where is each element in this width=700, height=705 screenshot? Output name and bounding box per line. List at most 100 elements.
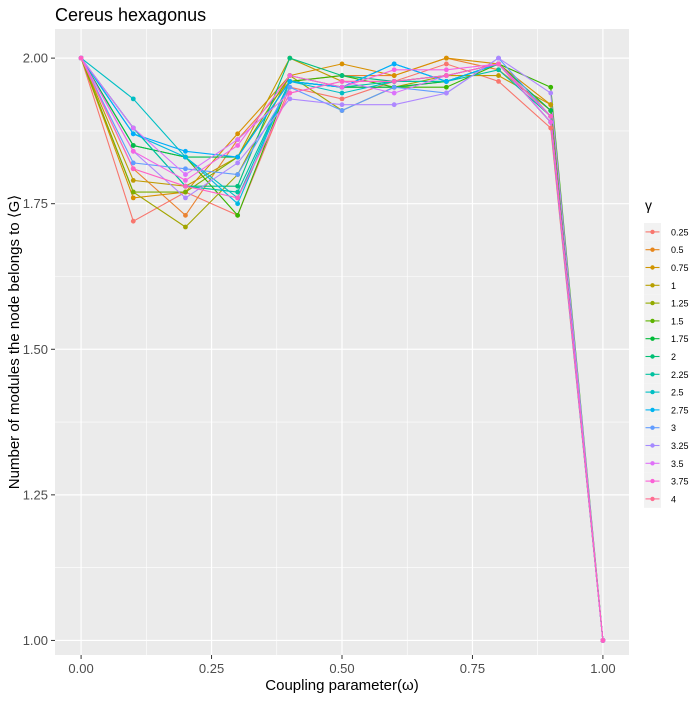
data-point bbox=[391, 61, 397, 67]
data-point bbox=[496, 73, 501, 78]
x-tick-label: 0.50 bbox=[329, 661, 354, 676]
legend-label: 2 bbox=[671, 352, 676, 362]
x-tick-label: 0.75 bbox=[460, 661, 485, 676]
legend-key-point bbox=[650, 372, 655, 377]
data-point bbox=[496, 55, 501, 61]
legend-label: 1.25 bbox=[671, 299, 689, 309]
data-point bbox=[391, 67, 397, 73]
data-point bbox=[548, 125, 554, 131]
data-point bbox=[391, 102, 397, 108]
data-point bbox=[443, 67, 449, 73]
data-point bbox=[287, 79, 293, 84]
data-point bbox=[443, 84, 449, 90]
data-point bbox=[183, 178, 188, 183]
data-point bbox=[443, 55, 449, 61]
data-point bbox=[391, 84, 397, 90]
data-point bbox=[496, 67, 501, 73]
data-point bbox=[183, 148, 188, 154]
legend-label: 3.25 bbox=[671, 441, 689, 451]
data-point bbox=[443, 79, 449, 84]
chart-title: Cereus hexagonus bbox=[55, 5, 206, 25]
data-point bbox=[130, 189, 136, 195]
data-point bbox=[130, 218, 136, 224]
data-point bbox=[235, 195, 241, 201]
data-point bbox=[391, 79, 397, 84]
y-tick-label: 1.75 bbox=[23, 196, 48, 211]
legend-key-point bbox=[650, 229, 655, 235]
legend-label: 0.5 bbox=[671, 245, 684, 255]
legend-label: 1.5 bbox=[671, 316, 684, 326]
data-point bbox=[339, 108, 345, 113]
legend-label: 1 bbox=[671, 281, 676, 291]
data-point bbox=[548, 113, 554, 119]
legend-key-point bbox=[650, 318, 655, 324]
data-point bbox=[130, 125, 136, 131]
legend-key-point bbox=[650, 496, 655, 502]
legend-label: 1.75 bbox=[671, 334, 689, 344]
data-point bbox=[130, 195, 136, 201]
legend-key-point bbox=[650, 247, 655, 252]
legend-title: γ bbox=[645, 197, 652, 213]
x-tick-label: 0.25 bbox=[199, 661, 224, 676]
legend-key-point bbox=[650, 443, 655, 448]
data-point bbox=[391, 73, 397, 78]
data-point bbox=[287, 90, 293, 96]
data-point bbox=[183, 212, 188, 218]
x-axis: 0.00 0.25 0.50 0.75 1.00 bbox=[68, 655, 616, 676]
legend-key-point bbox=[650, 283, 655, 288]
data-point bbox=[183, 172, 188, 177]
legend-key-point bbox=[650, 478, 655, 484]
legend-label: 2.75 bbox=[671, 405, 689, 415]
data-point bbox=[287, 55, 293, 61]
data-point bbox=[339, 73, 345, 78]
legend-key-point bbox=[650, 389, 655, 395]
data-point bbox=[496, 61, 501, 67]
x-tick-label: 0.00 bbox=[68, 661, 93, 676]
legend-label: 3.5 bbox=[671, 459, 684, 469]
y-axis: 1.00 1.25 1.50 1.75 2.00 bbox=[23, 51, 55, 648]
data-point bbox=[443, 90, 449, 96]
legend-key-point bbox=[650, 336, 655, 341]
data-point bbox=[548, 108, 554, 113]
legend-key-point bbox=[650, 407, 655, 413]
data-point bbox=[235, 137, 241, 143]
x-tick-label: 1.00 bbox=[590, 661, 615, 676]
data-point bbox=[548, 84, 554, 90]
legend-label: 4 bbox=[671, 494, 676, 504]
legend-label: 3 bbox=[671, 423, 676, 433]
data-point bbox=[548, 119, 554, 125]
data-point bbox=[548, 102, 554, 108]
data-point bbox=[287, 73, 293, 78]
legend-key-point bbox=[650, 300, 655, 306]
data-point bbox=[235, 143, 241, 148]
data-point bbox=[130, 143, 136, 148]
data-point bbox=[183, 154, 188, 160]
data-point bbox=[443, 73, 449, 78]
data-point bbox=[339, 79, 345, 84]
data-point bbox=[235, 189, 241, 195]
data-point bbox=[339, 90, 345, 96]
data-point bbox=[443, 61, 449, 67]
data-point bbox=[235, 154, 241, 160]
data-point bbox=[496, 79, 501, 84]
data-point bbox=[235, 183, 241, 189]
legend-key-point bbox=[650, 425, 655, 430]
data-point bbox=[339, 102, 345, 108]
data-point bbox=[235, 160, 241, 166]
y-tick-label: 1.50 bbox=[23, 342, 48, 357]
data-point bbox=[130, 160, 136, 166]
x-axis-title: Coupling parameter(ω) bbox=[265, 677, 418, 694]
legend-key-point bbox=[650, 354, 655, 359]
data-point bbox=[339, 61, 345, 67]
data-point bbox=[287, 84, 293, 90]
legend-label: 0.75 bbox=[671, 263, 689, 273]
legend: γ 0.25 0.5 0.75 1 1.25 1.5 1.75 2 2.25 2.5 2.75 3 3.… bbox=[644, 197, 689, 508]
legend-key-point bbox=[650, 461, 655, 466]
data-point bbox=[235, 131, 241, 137]
y-tick-label: 1.25 bbox=[23, 487, 48, 502]
data-point bbox=[548, 90, 554, 96]
data-point bbox=[287, 96, 293, 102]
data-point bbox=[130, 148, 136, 154]
